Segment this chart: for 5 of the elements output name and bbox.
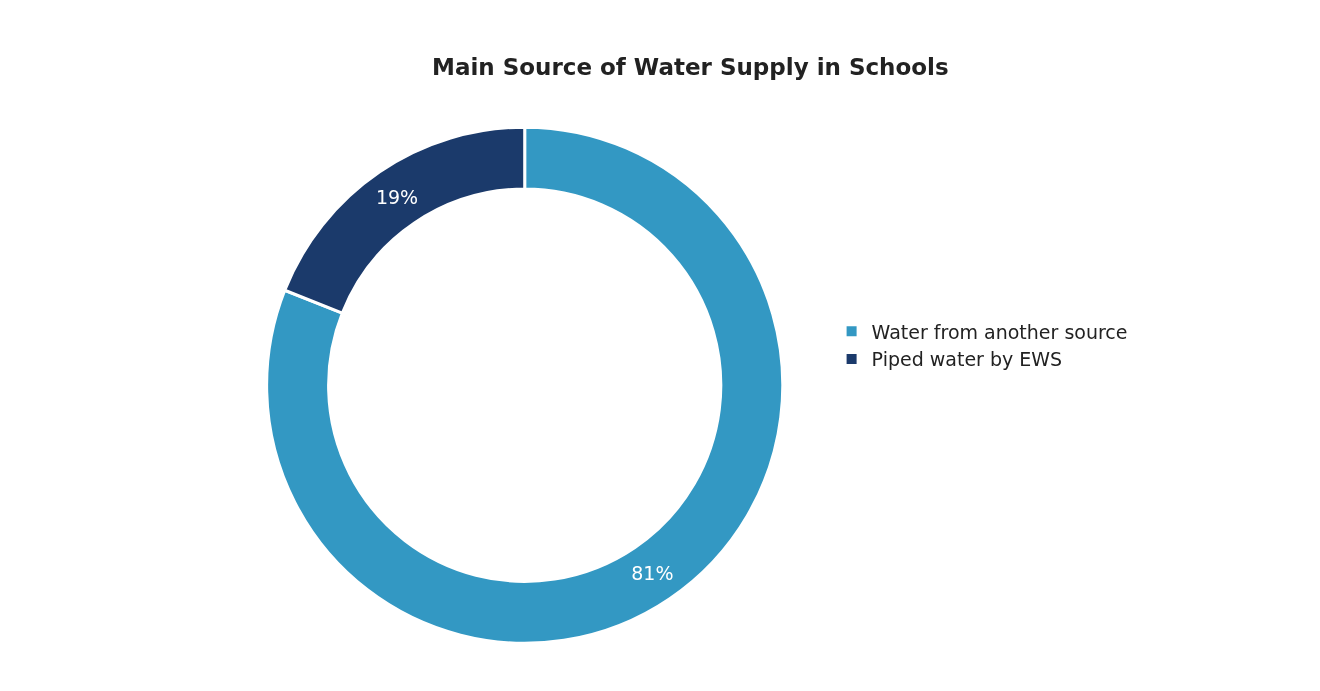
- legend-label: Water from another source: [871, 320, 1128, 343]
- data-label: 81%: [631, 562, 674, 585]
- chart-title: Main Source of Water Supply in Schools: [432, 54, 949, 81]
- legend-label: Piped water by EWS: [871, 348, 1063, 371]
- data-label: 19%: [375, 186, 419, 209]
